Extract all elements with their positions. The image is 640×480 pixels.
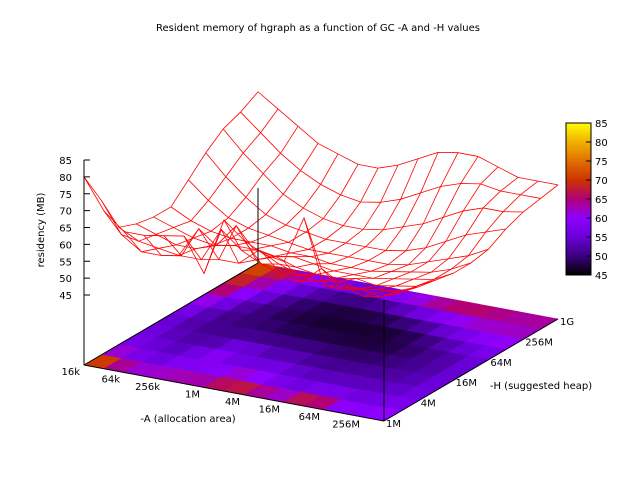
y-tick-label: 1M: [386, 419, 401, 430]
surface-line-h: [240, 111, 541, 203]
x-tick-label: 4M: [225, 397, 240, 408]
colorbar-tick-label: 60: [595, 214, 608, 225]
colorbar-tick-label: 55: [595, 233, 608, 244]
y-tick-label: 16M: [456, 378, 477, 389]
colorbar-tick-label: 50: [595, 252, 608, 263]
surface-line-h: [205, 152, 506, 252]
surface-line-v: [223, 164, 399, 258]
x-axis-label: -A (allocation area): [140, 414, 235, 425]
axis-edge: [383, 318, 559, 422]
surface-line-v: [323, 166, 499, 290]
colorbar-tick-label: 70: [595, 176, 608, 187]
tick-labels: 45 50 55 60 65 70 75 80 85 16k 64k 256k 1M 4M 16M 64M 25…: [59, 156, 574, 430]
colorbar-tick-label: 45: [595, 271, 608, 282]
surface-line-v: [163, 153, 339, 257]
surface-line-v: [303, 156, 479, 283]
surface-line-h: [170, 206, 472, 273]
surface-line-v: [243, 158, 419, 268]
y-tick-label: 1G: [560, 317, 574, 328]
surface-line-h: [153, 216, 454, 280]
colorbar-tick-label: 75: [595, 157, 608, 168]
z-tick-label: 80: [59, 173, 72, 184]
y-tick-label: 4M: [421, 399, 436, 410]
z-tick-label: 60: [59, 240, 72, 251]
surface-line-v: [83, 91, 259, 228]
surface-line-v: [123, 126, 299, 253]
y-tick-label: 256M: [525, 337, 553, 348]
surface-line-v: [383, 184, 559, 291]
colorbar-tick-label: 65: [595, 195, 608, 206]
z-tick-label: 85: [59, 156, 72, 167]
chart-title: Resident memory of hgraph as a function …: [156, 23, 480, 34]
z-tick-label: 55: [59, 257, 72, 268]
surface-line-v: [103, 108, 279, 242]
surface-mesh: [83, 91, 559, 298]
heatmap-floor: [83, 262, 559, 422]
surface-line-h: [257, 91, 559, 186]
surface-line-h: [136, 223, 437, 287]
colorbar-tick-label: 80: [595, 138, 608, 149]
surface-line-v: [363, 180, 539, 298]
surface-line-h: [222, 128, 524, 231]
z-tick-label: 50: [59, 274, 72, 285]
x-tick-label: 256M: [332, 419, 360, 430]
surface-line-v: [283, 152, 459, 283]
x-tick-label: 16M: [259, 404, 280, 415]
z-tick-label: 70: [59, 207, 72, 218]
colorbar-tick-label: 85: [595, 119, 608, 130]
axis-edge: [83, 262, 259, 366]
axis-edge: [83, 364, 385, 422]
y-axis-label: -H (suggested heap): [490, 381, 592, 392]
surface-line-v: [183, 164, 359, 260]
z-tick-label: 45: [59, 291, 72, 302]
surface-line-v: [263, 152, 439, 275]
z-tick-label: 65: [59, 224, 72, 235]
y-tick-label: 64M: [490, 358, 511, 369]
surface-line-v: [343, 177, 519, 290]
surface-line-h: [188, 179, 489, 266]
x-tick-label: 1M: [185, 389, 200, 400]
surface-line-v: [143, 143, 319, 256]
surface-line-v: [203, 167, 379, 274]
colorbar: 45 50 55 60 65 70 75 80 85: [565, 119, 608, 282]
x-tick-label: 64M: [299, 412, 320, 423]
z-tick-label: 75: [59, 190, 72, 201]
x-tick-label: 64k: [101, 374, 120, 385]
x-tick-label: 256k: [135, 382, 160, 393]
x-tick-label: 16k: [61, 367, 80, 378]
z-axis-label: residency (MB): [36, 193, 47, 268]
